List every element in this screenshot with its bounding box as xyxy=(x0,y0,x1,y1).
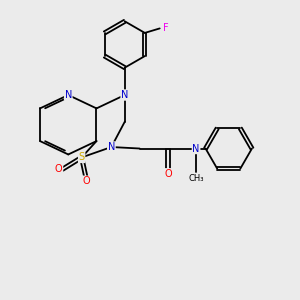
Text: O: O xyxy=(82,176,90,186)
Text: N: N xyxy=(64,90,72,100)
Text: O: O xyxy=(164,169,172,179)
Text: O: O xyxy=(55,164,63,174)
Text: S: S xyxy=(79,152,85,162)
Text: N: N xyxy=(192,143,200,154)
Text: F: F xyxy=(164,23,169,33)
Text: N: N xyxy=(108,142,115,152)
Text: CH₃: CH₃ xyxy=(188,174,204,183)
Text: N: N xyxy=(121,90,128,100)
